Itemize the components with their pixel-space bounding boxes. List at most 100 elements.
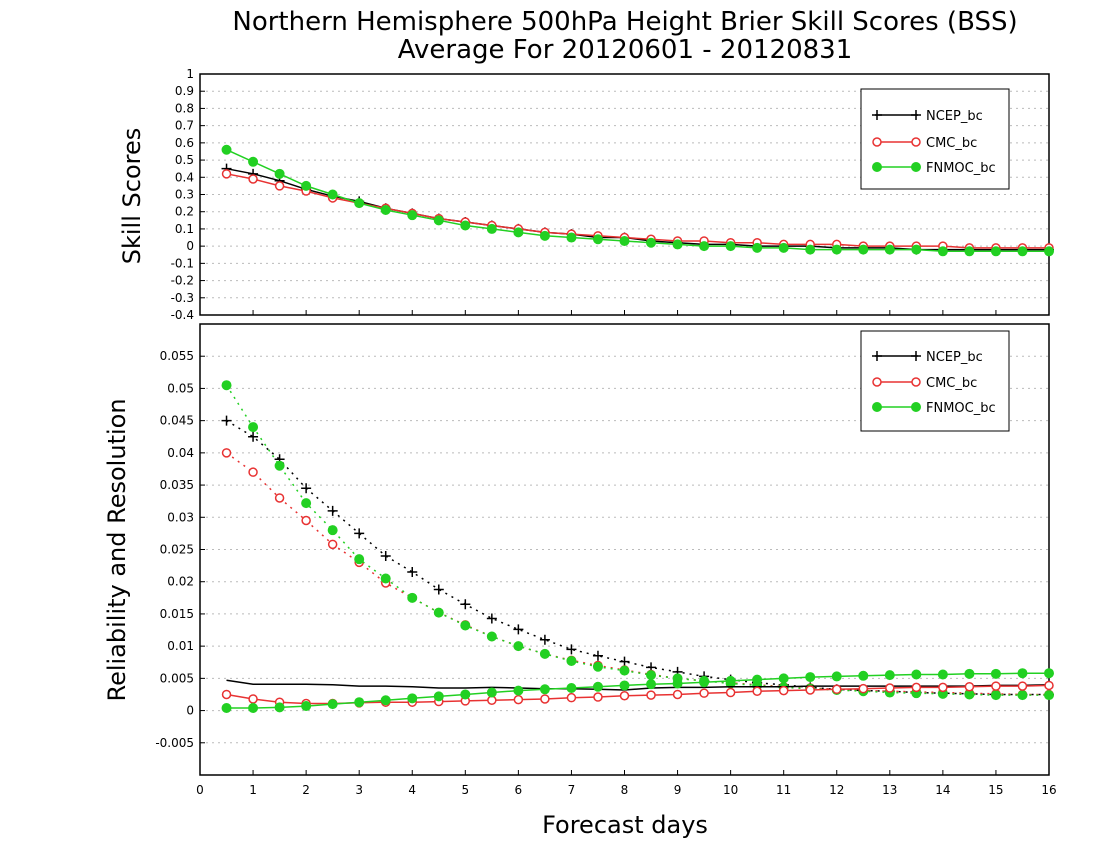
- data-point: [380, 695, 391, 706]
- x-tick-label: 3: [355, 783, 363, 797]
- data-point: [646, 237, 657, 248]
- y-tick-label: -0.4: [171, 308, 194, 322]
- data-point: [646, 690, 656, 700]
- data-point: [725, 687, 736, 698]
- y-tick-label: 0.025: [160, 543, 194, 557]
- data-point: [539, 634, 550, 645]
- data-point: [566, 232, 577, 243]
- y-tick-label: 0.05: [167, 381, 194, 395]
- legend-marker: [911, 162, 921, 172]
- data-point: [990, 668, 1001, 679]
- x-tick-label: 8: [621, 783, 629, 797]
- data-point: [592, 650, 603, 661]
- data-point: [513, 694, 524, 705]
- x-tick-label: 7: [568, 783, 576, 797]
- data-point: [937, 246, 948, 257]
- legend-marker: [911, 402, 921, 412]
- legend-marker: [911, 351, 921, 361]
- y-tick-label: 0.015: [160, 607, 194, 621]
- data-point: [566, 683, 577, 694]
- data-point: [301, 483, 312, 494]
- data-point: [301, 498, 312, 509]
- data-point: [513, 624, 524, 635]
- data-point: [938, 682, 948, 693]
- y-tick-label: 0.6: [175, 136, 194, 150]
- data-point: [274, 460, 285, 471]
- data-point: [699, 688, 709, 698]
- data-point: [513, 685, 524, 696]
- data-point: [858, 670, 869, 681]
- y-tick-label: 0.02: [167, 575, 194, 589]
- data-point: [672, 239, 683, 250]
- data-point: [778, 685, 789, 696]
- data-point: [991, 681, 1001, 691]
- y-tick-label: 0.5: [175, 153, 194, 167]
- data-point: [592, 234, 603, 245]
- y-tick-label: 0: [186, 704, 194, 718]
- data-point: [221, 380, 232, 391]
- data-point: [354, 528, 365, 539]
- data-point: [248, 694, 258, 704]
- data-point: [566, 644, 577, 655]
- y-tick-label: 0: [186, 239, 194, 253]
- data-point: [513, 227, 524, 238]
- y-tick-label: 0.8: [175, 101, 194, 115]
- data-point: [407, 567, 418, 578]
- data-point: [1044, 680, 1054, 691]
- data-point: [248, 174, 258, 184]
- legend-marker: [911, 110, 921, 120]
- data-point: [327, 539, 338, 550]
- data-point: [248, 702, 259, 713]
- data-point: [274, 181, 285, 191]
- data-point: [433, 215, 444, 226]
- data-point: [221, 144, 232, 155]
- x-tick-label: 1: [249, 783, 257, 797]
- legend-entry-fnmoc-bc: FNMOC_bc: [872, 401, 996, 416]
- legend: NCEP_bc CMC_bc FNMOC_bc: [860, 88, 1010, 190]
- data-point: [619, 680, 630, 691]
- data-point: [885, 683, 895, 693]
- data-point: [407, 693, 418, 704]
- data-point: [433, 607, 444, 618]
- legend-entry-cmc-bc: CMC_bc: [872, 376, 977, 391]
- y-tick-label: 0.2: [175, 205, 194, 219]
- data-point: [592, 661, 603, 672]
- x-tick-label: 6: [515, 783, 523, 797]
- data-point: [752, 686, 762, 696]
- data-point: [1044, 668, 1054, 679]
- data-point: [380, 550, 391, 561]
- y-tick-label: 0.1: [175, 222, 194, 236]
- data-point: [619, 665, 630, 676]
- series-line: [226, 452, 1049, 696]
- y-tick-label: 0.3: [175, 188, 194, 202]
- data-point: [354, 697, 365, 708]
- series-fnmoc-bc-solid: [221, 668, 1054, 713]
- data-point: [778, 673, 789, 684]
- data-point: [937, 669, 948, 680]
- data-point: [1044, 690, 1054, 701]
- y-tick-label: -0.3: [171, 291, 194, 305]
- y-tick-label: 0.04: [167, 446, 194, 460]
- data-point: [407, 210, 418, 221]
- series-line: [226, 419, 1049, 696]
- data-point: [1017, 668, 1028, 679]
- data-point: [221, 415, 232, 426]
- skill-scores-panel: -0.4 -0.3 -0.2 -0.1 0 0.1 0.2 0.3 0.4 0.5 0.6 0.7 0.…: [171, 67, 1054, 322]
- y-tick-label: 0.7: [175, 119, 194, 133]
- data-point: [778, 242, 789, 253]
- data-point: [327, 699, 338, 710]
- data-point: [619, 235, 630, 246]
- data-point: [1044, 246, 1054, 257]
- data-point: [858, 244, 869, 255]
- data-point: [805, 685, 815, 695]
- data-point: [646, 679, 657, 690]
- legend-marker: [872, 162, 882, 172]
- legend-marker: [911, 137, 921, 147]
- data-point: [248, 156, 259, 167]
- reliability-axis-label: Reliability and Resolution: [103, 398, 131, 701]
- legend-entry-fnmoc-bc: FNMOC_bc: [872, 161, 996, 176]
- data-point: [725, 675, 736, 686]
- data-point: [248, 467, 258, 477]
- data-point: [619, 691, 630, 701]
- data-point: [592, 681, 603, 692]
